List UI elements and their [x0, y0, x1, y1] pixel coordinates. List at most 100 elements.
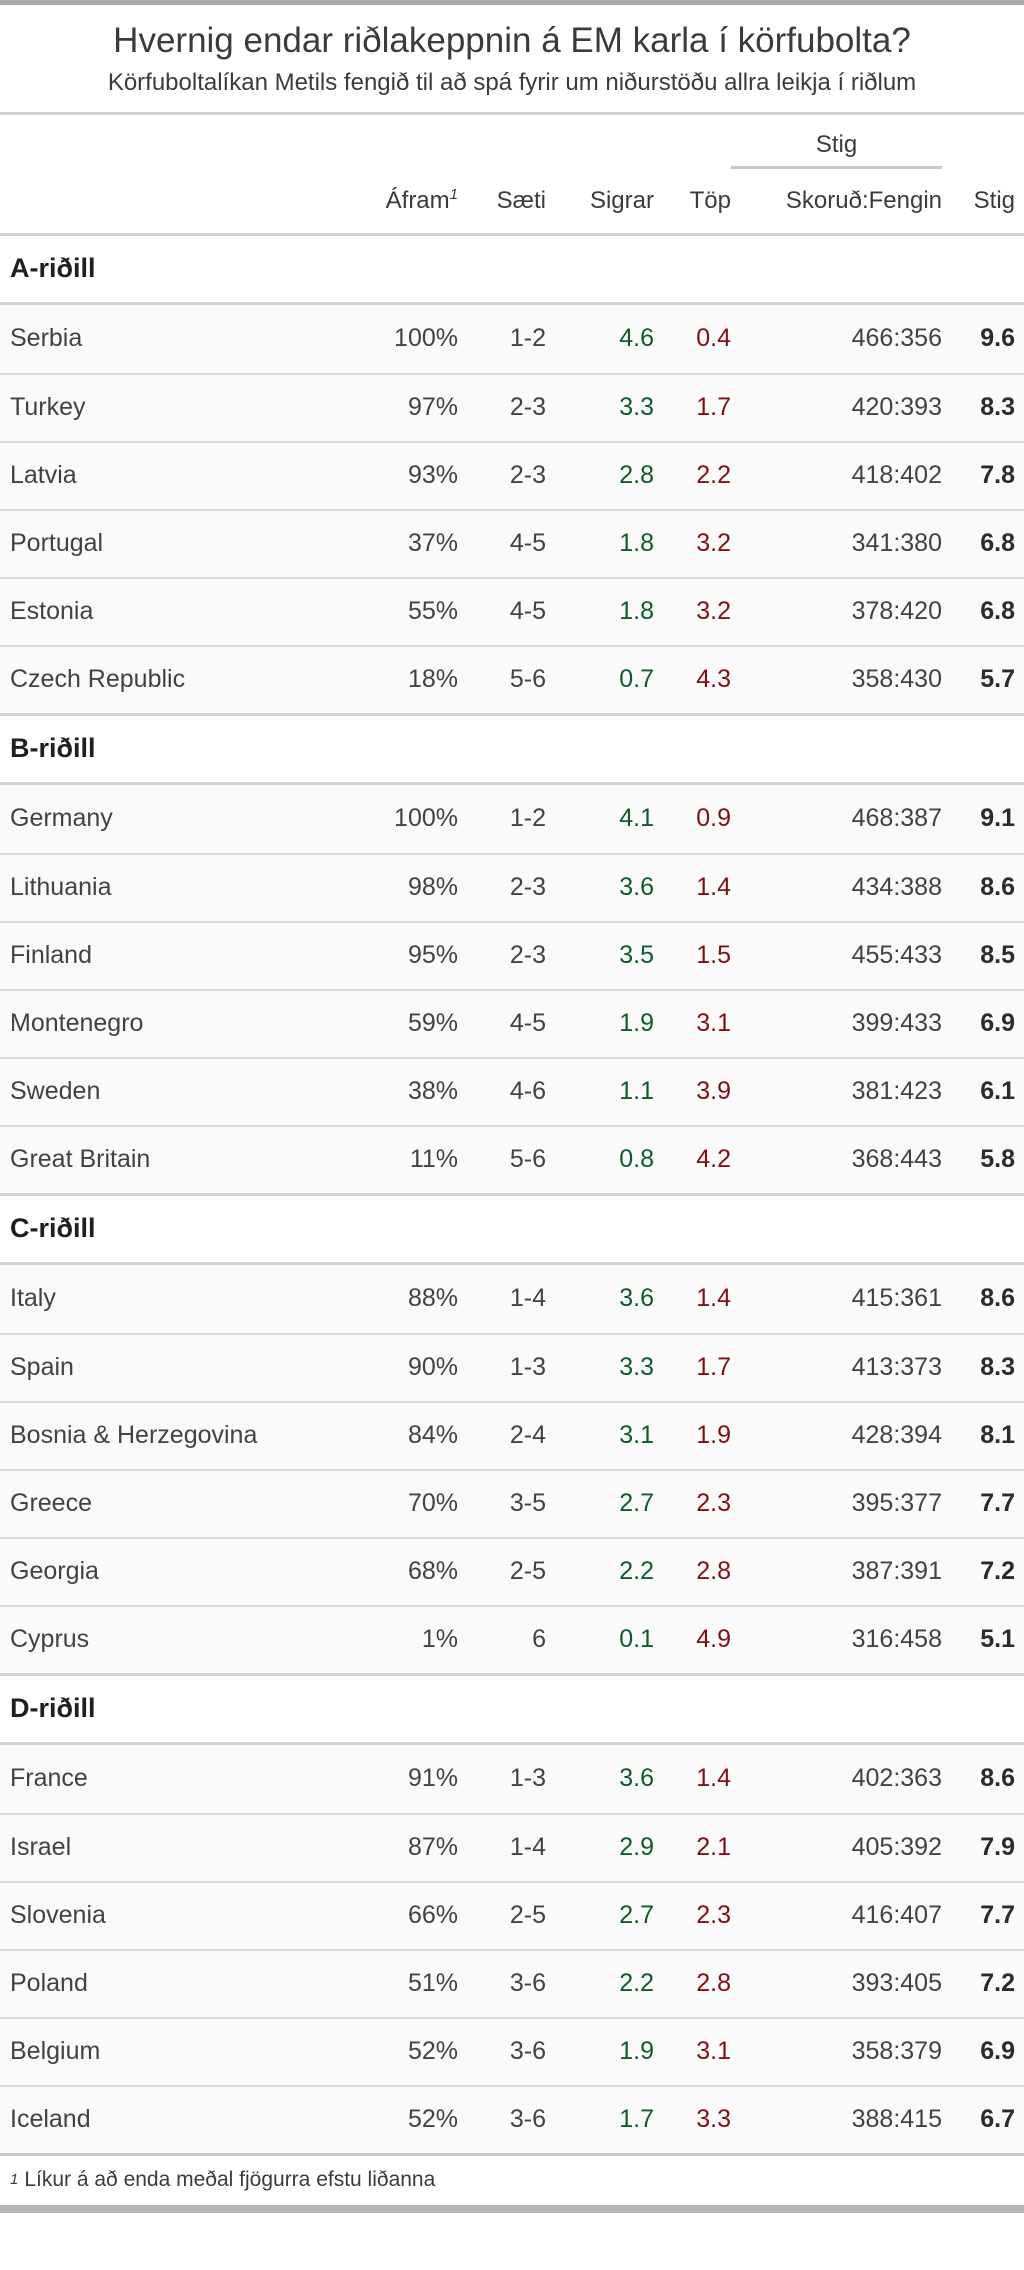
losses-cell: 0.9	[696, 804, 731, 833]
table-row: Bosnia & Herzegovina 84% 2-4 3.1 1.9 428:394 8…	[0, 1400, 1024, 1469]
table-row: Poland 51% 3-6 2.2 2.8 393:405 7.2	[0, 1948, 1024, 2017]
score-cell: 341:380	[851, 529, 942, 558]
score-cell: 388:415	[851, 2105, 942, 2134]
wins-cell: 1.7	[619, 2105, 654, 2134]
wins-cell: 3.5	[619, 941, 654, 970]
score-cell: 358:379	[851, 2037, 942, 2066]
score-cell: 420:393	[851, 393, 942, 422]
points-cell: 6.9	[980, 1009, 1015, 1038]
advance-pct-cell: 18%	[407, 665, 458, 694]
points-group-row: Stig	[0, 115, 1024, 169]
points-group-label: Stig	[731, 131, 942, 169]
score-cell: 395:377	[851, 1489, 942, 1518]
seed-range-cell: 2-3	[509, 393, 546, 422]
bottom-border	[0, 2204, 1024, 2213]
seed-range-cell: 1-2	[509, 804, 546, 833]
wins-cell: 0.7	[619, 665, 654, 694]
losses-cell: 1.7	[696, 393, 731, 422]
advance-pct-cell: 66%	[407, 1901, 458, 1930]
seed-range-cell: 2-3	[509, 873, 546, 902]
table-row: Montenegro 59% 4-5 1.9 3.1 399:433 6.9	[0, 988, 1024, 1057]
wins-cell: 2.7	[619, 1901, 654, 1930]
points-cell: 8.3	[980, 393, 1015, 422]
column-header-row: Áfram1 Sæti Sigrar Töp Skoruð:Fengin Sti…	[0, 169, 1024, 233]
points-cell: 8.5	[980, 941, 1015, 970]
losses-cell: 1.4	[696, 1764, 731, 1793]
col-header-sigrar: Sigrar	[589, 186, 654, 214]
seed-range-cell: 2-4	[509, 1421, 546, 1450]
team-name-cell: Greece	[10, 1489, 92, 1518]
team-name-cell: France	[10, 1764, 88, 1793]
losses-cell: 2.8	[696, 1557, 731, 1586]
team-name-cell: Slovenia	[10, 1901, 106, 1930]
seed-range-cell: 2-3	[509, 941, 546, 970]
seed-range-cell: 1-4	[509, 1284, 546, 1313]
table-row: Slovenia 66% 2-5 2.7 2.3 416:407 7.7	[0, 1880, 1024, 1949]
score-cell: 416:407	[851, 1901, 942, 1930]
team-name-cell: Sweden	[10, 1077, 101, 1106]
seed-range-cell: 4-6	[509, 1077, 546, 1106]
table-row: France 91% 1-3 3.6 1.4 402:363 8.6	[0, 1744, 1024, 1813]
table-row: Czech Republic 18% 5-6 0.7 4.3 358:430 5.7	[0, 644, 1024, 713]
group-header: C-riðill	[0, 1192, 1024, 1265]
wins-cell: 2.7	[619, 1489, 654, 1518]
advance-pct-cell: 97%	[407, 393, 458, 422]
points-cell: 7.2	[980, 1969, 1015, 1998]
table-row: Sweden 38% 4-6 1.1 3.9 381:423 6.1	[0, 1056, 1024, 1125]
score-cell: 402:363	[851, 1764, 942, 1793]
table-row: Belgium 52% 3-6 1.9 3.1 358:379 6.9	[0, 2016, 1024, 2085]
team-name-cell: Poland	[10, 1969, 88, 1998]
score-cell: 381:423	[851, 1077, 942, 1106]
top-border	[0, 0, 1024, 5]
points-cell: 6.1	[980, 1077, 1015, 1106]
wins-cell: 3.3	[619, 1353, 654, 1382]
points-cell: 8.6	[980, 1764, 1015, 1793]
points-cell: 8.1	[980, 1421, 1015, 1450]
page-subtitle: Körfuboltalíkan Metils fengið til að spá…	[107, 69, 917, 96]
losses-cell: 0.4	[696, 324, 731, 353]
table-row: Great Britain 11% 5-6 0.8 4.2 368:443 5.8	[0, 1124, 1024, 1193]
losses-cell: 1.4	[696, 1284, 731, 1313]
team-name-cell: Israel	[10, 1833, 72, 1862]
standings-table: A-riðill Serbia 100% 1-2 4.6 0.4 466:356 9.6 Tur…	[0, 232, 1024, 2153]
page-title: Hvernig endar riðlakeppnin á EM karla í …	[113, 21, 911, 60]
points-cell: 5.8	[980, 1145, 1015, 1174]
points-cell: 8.6	[980, 873, 1015, 902]
table-row: Latvia 93% 2-3 2.8 2.2 418:402 7.8	[0, 440, 1024, 509]
losses-cell: 3.1	[696, 1009, 731, 1038]
losses-cell: 1.7	[696, 1353, 731, 1382]
wins-cell: 3.1	[619, 1421, 654, 1450]
losses-cell: 4.9	[696, 1625, 731, 1654]
seed-range-cell: 3-6	[509, 1969, 546, 1998]
losses-cell: 3.2	[696, 529, 731, 558]
table-row: Turkey 97% 2-3 3.3 1.7 420:393 8.3	[0, 372, 1024, 441]
wins-cell: 1.9	[619, 1009, 654, 1038]
team-name-cell: Latvia	[10, 461, 77, 490]
team-name-cell: Portugal	[10, 529, 104, 558]
advance-pct-cell: 84%	[407, 1421, 458, 1450]
points-cell: 5.1	[980, 1625, 1015, 1654]
team-name-cell: Turkey	[10, 393, 86, 422]
seed-range-cell: 2-3	[509, 461, 546, 490]
score-cell: 413:373	[851, 1353, 942, 1382]
table-row: Italy 88% 1-4 3.6 1.4 415:361 8.6	[0, 1264, 1024, 1333]
seed-range-cell: 1-2	[509, 324, 546, 353]
col-header-afram: Áfram1	[345, 187, 458, 215]
wins-cell: 0.1	[619, 1625, 654, 1654]
losses-cell: 4.2	[696, 1145, 731, 1174]
seed-range-cell: 2-5	[509, 1557, 546, 1586]
advance-pct-cell: 52%	[407, 2037, 458, 2066]
score-cell: 316:458	[851, 1625, 942, 1654]
col-header-afram-label: Áfram	[385, 186, 450, 214]
footnote: 1 Líkur á að enda meðal fjögurra efstu l…	[0, 2152, 1024, 2205]
group-header: B-riðill	[0, 712, 1024, 785]
table-row: Cyprus 1% 6 0.1 4.9 316:458 5.1	[0, 1604, 1024, 1673]
seed-range-cell: 5-6	[509, 1145, 546, 1174]
advance-pct-cell: 100%	[394, 324, 458, 353]
points-cell: 6.8	[980, 529, 1015, 558]
table-row: Spain 90% 1-3 3.3 1.7 413:373 8.3	[0, 1332, 1024, 1401]
points-cell: 9.1	[980, 804, 1015, 833]
losses-cell: 2.3	[696, 1489, 731, 1518]
score-cell: 399:433	[851, 1009, 942, 1038]
losses-cell: 4.3	[696, 665, 731, 694]
